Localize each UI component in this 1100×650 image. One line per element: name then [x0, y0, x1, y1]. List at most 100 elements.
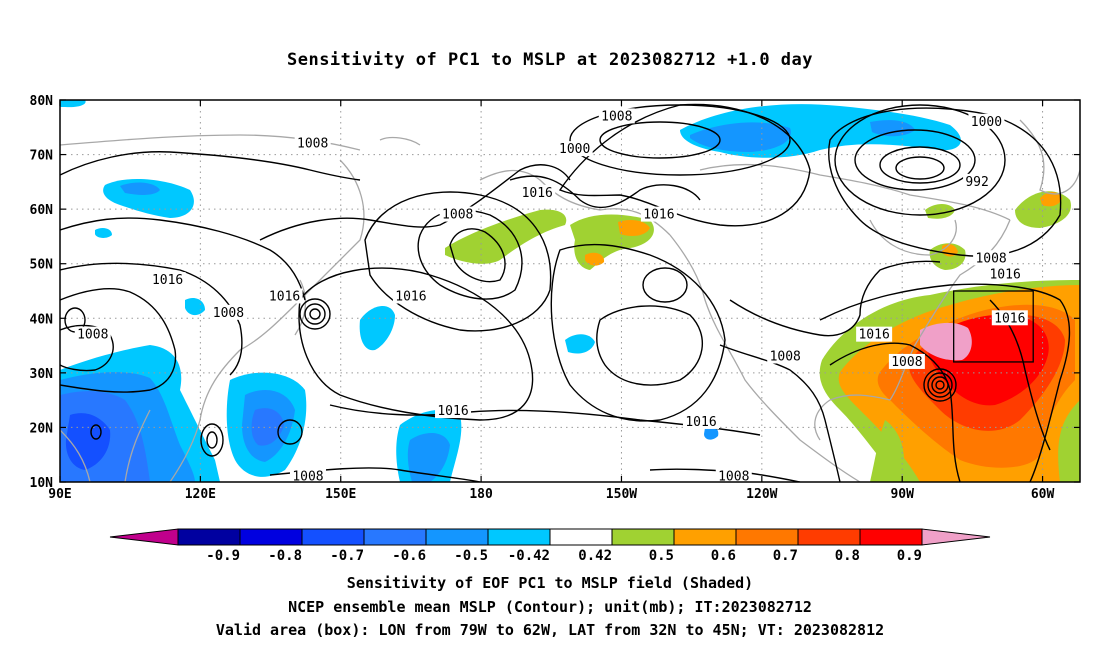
coast-japan: [294, 279, 307, 336]
contour-greenland-outer: [828, 107, 1062, 257]
contour-west-3: [60, 262, 243, 376]
contour-label-bg: [963, 173, 992, 189]
lon-tick-label: 120E: [185, 487, 216, 502]
coast-na-west: [669, 234, 861, 482]
greenland-low-inner: [879, 146, 961, 184]
positive-patch-alaska-south: [585, 252, 605, 266]
lat-tick-label: 80N: [30, 94, 54, 109]
contour-label-bg: [435, 403, 472, 419]
contour-label-bg: [715, 468, 752, 482]
contour-label: 1016: [395, 289, 426, 304]
contour-label: 1016: [522, 186, 553, 201]
contour-bering-1: [449, 228, 506, 283]
negative-patch-arctic-east: [870, 120, 915, 137]
contour-west-4: [60, 217, 306, 301]
lon-tick-label: 90W: [890, 487, 914, 502]
contour-atlantic-1016: [819, 283, 1071, 482]
mslp-contours: [60, 103, 1071, 482]
colorbar-label: -0.7: [330, 548, 364, 564]
contour-west-5: [60, 151, 361, 181]
contour-label-bg: [973, 250, 1010, 266]
contour-label-bg: [74, 326, 111, 342]
low-philippines-inner: [206, 431, 218, 449]
valid-area-box: [953, 290, 1034, 363]
contour-label-bg: [856, 326, 893, 342]
contour-label-bg: [598, 108, 635, 124]
negative-patch-siberia-dark: [120, 182, 160, 195]
chart-title: Sensitivity of PC1 to MSLP at 2023082712…: [286, 50, 813, 70]
caption-line-3: Valid area (box): LON from 79W to 62W, L…: [215, 621, 885, 639]
lon-tick-label: 150E: [325, 487, 356, 502]
coast-arctic-islands: [379, 136, 421, 146]
lon-tick-label: 90E: [48, 487, 71, 502]
low-philippines-outer: [200, 423, 224, 457]
lat-tick-label: 50N: [30, 258, 54, 273]
contour-label: 992: [965, 175, 988, 190]
negative-patch-arctic-west: [60, 100, 86, 108]
contour-label: 1008: [601, 109, 632, 124]
colorbar-low-triangle: [109, 528, 179, 546]
colorbar-swatch: [301, 528, 365, 546]
colorbar-high-triangle: [921, 528, 991, 546]
map-frame: [59, 99, 1081, 483]
positive-region-pink: [920, 322, 972, 361]
colorbar-swatch: [673, 528, 737, 546]
contour-label: 1008: [77, 328, 108, 343]
lon-tick-label: 120W: [746, 487, 777, 502]
arctic-low-1000: [599, 121, 721, 159]
lon-tick-label: 60W: [1031, 487, 1055, 502]
colorbar-label: 0.9: [897, 548, 922, 564]
contour-label-bg: [266, 288, 303, 304]
contour-label: 1016: [269, 289, 300, 304]
contour-label-bg: [210, 304, 247, 320]
contour-label-bg: [968, 113, 1005, 129]
contour-label: 1016: [152, 273, 183, 288]
greenland-low-1008: [834, 104, 1006, 216]
contour-na-1008: [719, 344, 841, 482]
latitude-labels: 80N 70N 60N 50N 40N 30N 20N 10N: [30, 94, 54, 491]
negative-patch-central-pacific: [359, 305, 395, 351]
caption-line-1: Sensitivity of EOF PC1 to MSLP field (Sh…: [346, 574, 754, 592]
contour-label: 1008: [442, 208, 473, 223]
contour-pacific-high-inner: [642, 267, 688, 303]
contour-pacific-1016-b: [550, 243, 726, 422]
colorbar-swatch: [425, 528, 489, 546]
hurricane-ring-3: [927, 372, 953, 398]
coast-hudson: [869, 219, 957, 256]
positive-region-mexico: [870, 420, 905, 482]
contour-atlantic-1008: [829, 342, 961, 482]
contour-arctic-outer: [558, 103, 811, 227]
contour-label: 1008: [975, 251, 1006, 266]
greenland-low-992: [895, 156, 945, 180]
colorbar-swatch: [239, 528, 303, 546]
colorbar-swatch: [859, 528, 923, 546]
lat-tick-label: 20N: [30, 421, 54, 436]
lat-tick-label: 10N: [30, 476, 54, 491]
contour-label-bg: [519, 184, 556, 200]
contour-label-bg: [556, 141, 593, 157]
contour-west-1: [60, 288, 177, 393]
colorbar-label: 0.42: [578, 548, 612, 564]
contour-label-bg: [987, 266, 1024, 282]
contour-label-bg: [683, 413, 720, 429]
greenland-low-1000: [854, 129, 976, 191]
lon-tick-label: 150W: [606, 487, 637, 502]
coast-indochina: [124, 409, 151, 482]
contour-west-2: [60, 324, 114, 372]
contour-label: 1008: [297, 137, 328, 152]
low-taiwan: [277, 419, 303, 445]
contour-label: 1016: [858, 328, 889, 343]
negative-patch-arctic-dark: [690, 122, 791, 152]
contour-label: 1000: [971, 115, 1002, 130]
contour-label: 1000: [559, 142, 590, 157]
contour-labels: 1008 1008 1000 1000 992 1016 1016 1008 1008 1016 1…: [74, 108, 1028, 482]
contour-label: 1016: [685, 415, 716, 430]
colorbar-swatch: [611, 528, 675, 546]
contour-label-bg: [294, 135, 331, 151]
lat-tick-label: 40N: [30, 312, 54, 327]
contour-bering-3: [364, 191, 552, 332]
contour-label: 1008: [213, 306, 244, 321]
lon-tick-label: 180: [469, 487, 493, 502]
lat-tick-label: 30N: [30, 367, 54, 382]
